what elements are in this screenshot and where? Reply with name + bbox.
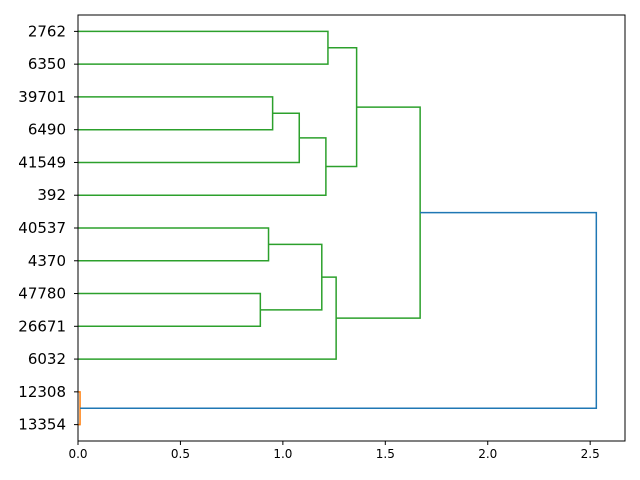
dendrogram-link-2: [78, 112, 301, 164]
leaf-label: 13354: [18, 416, 66, 434]
leaf-label: 6032: [28, 350, 66, 368]
dendrogram-link-5: [78, 227, 270, 262]
plot-frame: [77, 14, 626, 442]
leaf-label: 392: [37, 186, 66, 204]
x-tick-group: 0.0 0.5 1.0 1.5 2.0 2.5: [68, 441, 600, 461]
x-tick-label: 0.5: [171, 447, 190, 461]
leaf-label: 4370: [28, 252, 66, 270]
x-tick-label: 1.5: [376, 447, 395, 461]
leaf-label: 26671: [18, 317, 66, 335]
leaf-label: 40537: [18, 219, 66, 237]
leaf-label: 41549: [18, 153, 66, 171]
x-tick-label: 2.0: [478, 447, 497, 461]
dendrogram-link-0: [78, 30, 329, 65]
x-tick-label: 0.0: [68, 447, 87, 461]
leaf-label-group: 2762 6350 39701 6490 41549 392 40537 4370 47780 2…: [18, 22, 78, 434]
link-group: [78, 30, 598, 426]
leaf-label: 2762: [28, 22, 66, 40]
x-tick-label: 2.5: [581, 447, 600, 461]
leaf-label: 47780: [18, 285, 66, 303]
leaf-label: 6490: [28, 121, 66, 139]
dendrogram-link-3: [78, 137, 327, 196]
leaf-label: 6350: [28, 55, 66, 73]
dendrogram-link-6: [78, 292, 262, 328]
x-tick-label: 1.0: [273, 447, 292, 461]
leaf-label: 12308: [18, 383, 66, 401]
dendrogram-link-1: [78, 96, 274, 131]
dendrogram-link-11: [80, 211, 598, 409]
dendrogram-link-9: [336, 106, 421, 319]
leaf-label: 39701: [18, 88, 66, 106]
